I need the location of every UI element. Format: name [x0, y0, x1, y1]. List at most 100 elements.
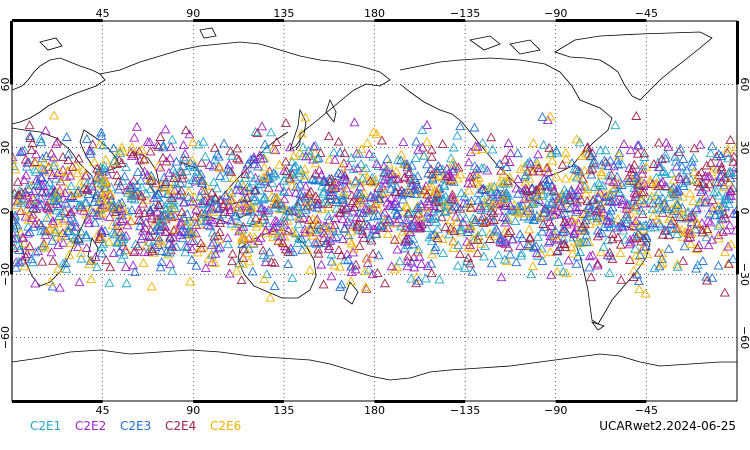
observation-triangle — [401, 201, 411, 211]
observation-triangle — [391, 166, 402, 176]
observation-triangle — [116, 197, 127, 207]
observation-triangle — [339, 187, 349, 197]
observation-triangle — [21, 205, 32, 215]
observation-triangle — [212, 149, 223, 159]
observation-triangle — [469, 160, 480, 170]
observation-triangle — [725, 134, 736, 144]
observation-triangle — [534, 166, 545, 176]
observation-triangle — [51, 192, 62, 202]
observation-triangle — [61, 263, 72, 273]
coastline-tierra-del-fuego — [590, 321, 605, 331]
observation-triangle — [713, 260, 724, 270]
observation-triangle — [362, 172, 373, 182]
observation-triangle — [478, 183, 489, 193]
observation-triangle — [34, 201, 45, 211]
observation-triangle — [329, 154, 340, 164]
observation-triangle — [598, 207, 609, 217]
observation-triangle — [495, 234, 506, 244]
observation-triangle — [642, 249, 653, 259]
observation-triangle — [223, 200, 234, 210]
observation-triangle — [540, 203, 551, 213]
observation-triangle — [222, 163, 233, 173]
observation-triangle — [242, 192, 252, 202]
observation-triangle — [551, 171, 562, 181]
observation-triangle — [270, 145, 281, 155]
observation-triangle — [390, 186, 401, 196]
observation-triangle — [209, 258, 220, 267]
legend-item-c2e4: C2E4 — [165, 419, 196, 433]
observation-triangle — [730, 167, 737, 177]
observation-triangle — [427, 182, 438, 192]
observation-triangle — [418, 150, 429, 160]
observation-triangle — [175, 218, 186, 228]
observation-triangle — [290, 227, 301, 237]
observation-triangle — [225, 204, 236, 214]
observation-triangle — [402, 162, 413, 172]
observation-triangle — [558, 266, 569, 276]
observation-triangle — [220, 190, 231, 200]
observation-triangle — [182, 216, 193, 226]
observation-triangle — [512, 148, 523, 158]
lon-label-bottom: 90 — [186, 404, 200, 417]
observation-triangle — [422, 119, 432, 129]
observation-triangle — [407, 239, 418, 249]
observation-triangle — [206, 249, 217, 259]
observation-triangle — [50, 224, 61, 234]
observation-triangle — [382, 229, 393, 238]
observation-triangle — [269, 202, 280, 212]
observation-triangle — [51, 198, 62, 208]
observation-triangle — [247, 266, 258, 276]
observation-triangle — [499, 254, 510, 264]
observation-triangle — [540, 207, 551, 217]
lon-label-top: 135 — [273, 7, 294, 20]
observation-triangle — [300, 193, 311, 203]
observation-triangle — [672, 229, 682, 239]
observation-triangle — [41, 242, 52, 252]
observation-triangle — [132, 179, 143, 189]
observation-triangle — [115, 203, 126, 213]
observation-triangle — [599, 155, 610, 165]
lon-label-top: 180 — [364, 7, 385, 20]
observation-triangle — [639, 186, 650, 196]
observation-triangle — [309, 237, 320, 247]
observation-triangle — [713, 149, 724, 158]
observation-triangle — [535, 211, 546, 221]
observation-triangle — [728, 156, 737, 166]
observation-triangle — [284, 169, 295, 179]
observation-triangle — [32, 179, 43, 189]
observation-triangle — [586, 151, 597, 161]
observation-triangle — [159, 183, 170, 192]
observation-triangle — [240, 164, 251, 174]
observation-triangle — [334, 261, 345, 271]
observation-triangle — [81, 230, 92, 240]
observation-triangle — [58, 237, 69, 247]
observation-triangle — [37, 256, 48, 266]
observation-triangle — [60, 197, 71, 207]
coastline-asia-north — [99, 41, 391, 151]
observation-triangle — [147, 246, 158, 256]
observation-triangle — [487, 199, 498, 209]
observation-triangle — [686, 174, 696, 184]
observation-triangle — [238, 253, 249, 263]
observation-triangle — [232, 203, 243, 213]
observation-triangle — [198, 136, 209, 146]
observation-triangle — [704, 179, 715, 189]
observation-triangle — [532, 250, 543, 260]
observation-triangle — [167, 265, 178, 275]
observation-triangle — [178, 152, 189, 162]
observation-triangle — [63, 155, 74, 165]
observation-triangle — [575, 247, 586, 256]
observation-triangle — [126, 147, 136, 157]
observation-triangle — [290, 187, 301, 197]
observation-triangle — [253, 235, 264, 245]
observation-triangle — [631, 188, 641, 198]
observation-triangle — [605, 155, 616, 165]
observation-triangle — [288, 151, 299, 161]
observation-triangle — [118, 249, 129, 259]
observation-triangle — [97, 199, 108, 209]
observation-triangle — [28, 203, 38, 213]
observation-triangle — [713, 233, 724, 243]
observation-triangle — [420, 273, 431, 283]
observation-triangle — [427, 169, 437, 179]
observation-triangle — [561, 153, 572, 163]
